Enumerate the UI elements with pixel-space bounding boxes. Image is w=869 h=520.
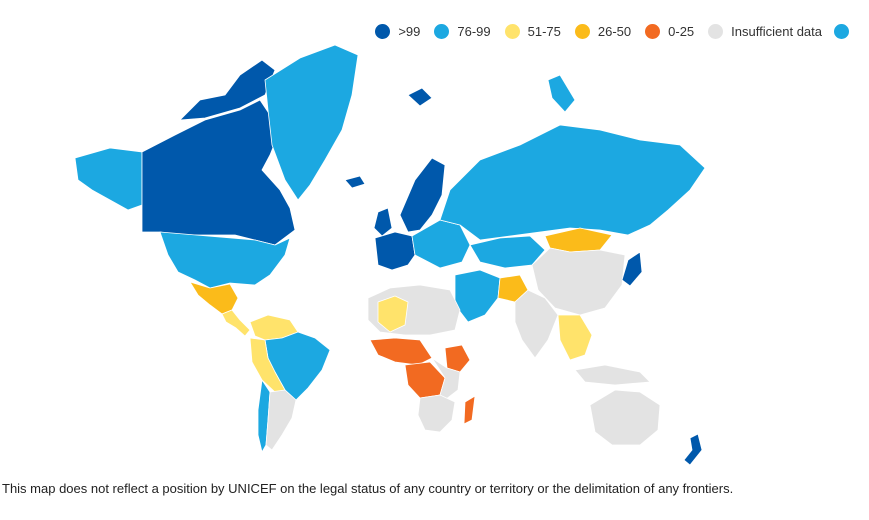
legend-item[interactable]: 26-50 bbox=[574, 23, 632, 39]
legend-swatch bbox=[645, 23, 661, 39]
region-mongolia[interactable] bbox=[544, 227, 613, 253]
legend-label: Insufficient data bbox=[731, 23, 822, 39]
region-russia[interactable] bbox=[439, 124, 706, 241]
region-ethiopia[interactable] bbox=[444, 344, 471, 373]
region-china[interactable] bbox=[531, 247, 626, 316]
legend-label: 0-25 bbox=[668, 23, 695, 39]
region-new-zealand[interactable] bbox=[683, 433, 703, 466]
region-iceland[interactable] bbox=[344, 175, 366, 189]
region-scandinavia[interactable] bbox=[399, 157, 446, 233]
map-legend: >99 76-99 51-75 26-50 0-25 Insufficient data bbox=[361, 20, 857, 42]
legend-swatch bbox=[504, 23, 520, 39]
region-australia[interactable] bbox=[589, 389, 661, 446]
region-uk-ireland[interactable] bbox=[373, 207, 393, 237]
legend-label: >99 bbox=[398, 23, 421, 39]
region-madagascar[interactable] bbox=[463, 395, 476, 425]
legend-swatch bbox=[375, 23, 391, 39]
region-canada-islands[interactable] bbox=[179, 59, 276, 121]
map-disclaimer: This map does not reflect a position by … bbox=[2, 481, 734, 496]
region-arctic-islands-russia[interactable] bbox=[547, 74, 576, 113]
region-east-africa[interactable] bbox=[431, 357, 461, 401]
region-sahel[interactable] bbox=[369, 337, 433, 366]
legend-item[interactable]: 76-99 bbox=[434, 23, 491, 39]
region-india[interactable] bbox=[514, 289, 559, 359]
region-japan[interactable] bbox=[621, 251, 643, 287]
region-southeast-asia[interactable] bbox=[557, 314, 593, 361]
legend-swatch bbox=[434, 23, 450, 39]
legend-label: 26-50 bbox=[597, 23, 632, 39]
region-central-america[interactable] bbox=[221, 309, 251, 337]
region-alaska[interactable] bbox=[74, 147, 143, 211]
legend-item[interactable]: Insufficient data bbox=[708, 23, 822, 39]
legend-extra-swatch bbox=[834, 23, 849, 39]
region-southern-africa[interactable] bbox=[417, 394, 456, 433]
region-algeria[interactable] bbox=[377, 295, 409, 333]
world-map bbox=[74, 44, 706, 466]
legend-item[interactable]: >99 bbox=[375, 23, 421, 39]
region-usa[interactable] bbox=[159, 231, 291, 289]
region-argentina[interactable] bbox=[265, 389, 297, 451]
legend-swatch bbox=[708, 23, 724, 39]
region-greenland[interactable] bbox=[264, 44, 359, 201]
legend-item[interactable]: 0-25 bbox=[645, 23, 695, 39]
region-iran-middle-east[interactable] bbox=[454, 269, 501, 323]
region-indonesia[interactable] bbox=[574, 364, 651, 386]
region-svalbard[interactable] bbox=[407, 87, 433, 107]
region-kazakhstan[interactable] bbox=[469, 235, 546, 269]
region-western-europe[interactable] bbox=[374, 231, 416, 271]
legend-item[interactable]: 51-75 bbox=[504, 23, 561, 39]
legend-label: 76-99 bbox=[457, 23, 491, 39]
legend-label: 51-75 bbox=[527, 23, 561, 39]
legend-swatch bbox=[574, 23, 590, 39]
region-mexico[interactable] bbox=[189, 281, 239, 315]
